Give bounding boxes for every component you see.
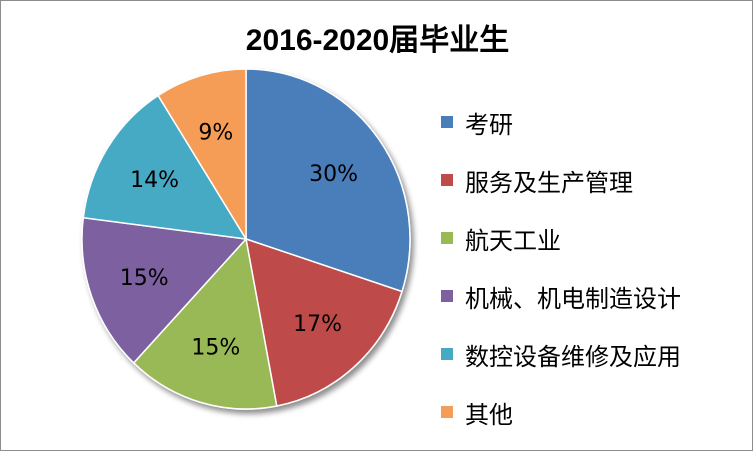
legend-swatch xyxy=(441,348,453,360)
slice-value-label: 15% xyxy=(120,266,169,291)
legend-label: 考研 xyxy=(465,110,513,139)
slice-value-label: 15% xyxy=(191,336,240,361)
legend-item: 考研 xyxy=(441,93,751,151)
pie-slice xyxy=(132,237,278,410)
legend-label: 其他 xyxy=(465,400,513,429)
legend-label: 服务及生产管理 xyxy=(465,168,633,197)
legend-swatch xyxy=(441,406,453,418)
pie-slice xyxy=(81,216,248,364)
legend-label: 数控设备维修及应用 xyxy=(465,342,681,371)
legend-swatch xyxy=(441,116,453,128)
pie-slice xyxy=(245,237,403,407)
legend-swatch xyxy=(441,290,453,302)
slice-value-label: 17% xyxy=(293,312,342,337)
legend-item: 服务及生产管理 xyxy=(441,151,751,209)
pie-slice xyxy=(157,68,247,242)
legend-swatch xyxy=(441,232,453,244)
legend-label: 机械、机电制造设计 xyxy=(465,284,681,313)
legend-item: 数控设备维修及应用 xyxy=(441,325,751,383)
slice-value-label: 9% xyxy=(198,120,233,145)
legend-item: 航天工业 xyxy=(441,209,751,267)
slice-value-label: 14% xyxy=(130,168,179,193)
slice-value-label: 30% xyxy=(309,162,358,187)
legend-item: 其他 xyxy=(441,383,751,441)
legend-swatch xyxy=(441,174,453,186)
pie-slice xyxy=(82,94,248,240)
pie-slice xyxy=(245,68,411,293)
legend-label: 航天工业 xyxy=(465,226,561,255)
chart-title: 2016-2020届毕业生 xyxy=(245,24,510,57)
legend-item: 机械、机电制造设计 xyxy=(441,267,751,325)
legend: 考研 服务及生产管理 航天工业 机械、机电制造设计 数控设备维修及应用 其他 xyxy=(441,93,751,441)
